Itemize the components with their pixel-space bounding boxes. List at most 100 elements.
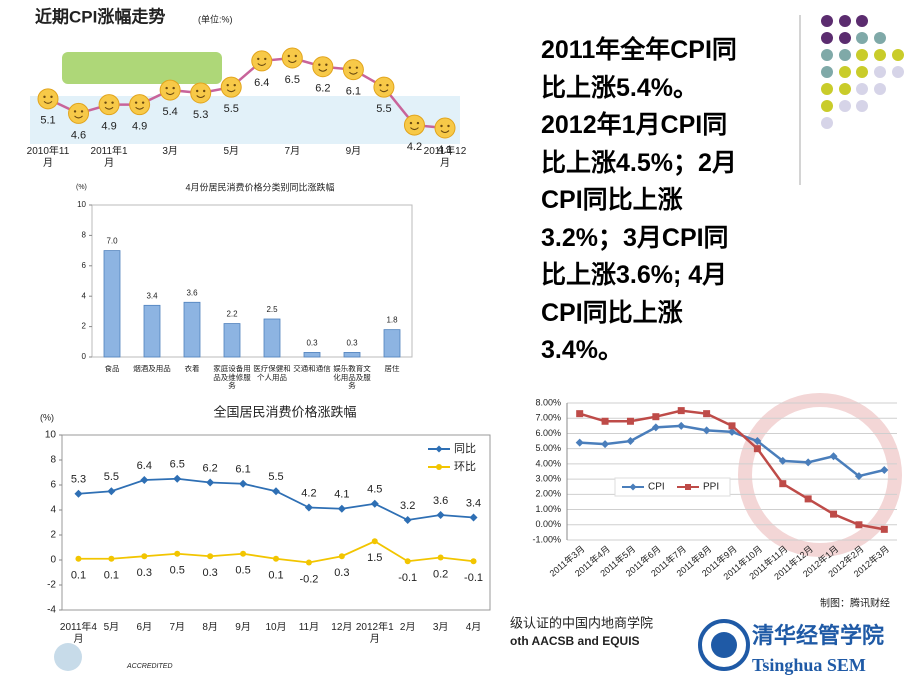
x-tick-label: 2011年12月 [423, 146, 467, 169]
x-tick-label: 9月 [235, 622, 251, 633]
smiley-marker [251, 50, 273, 72]
smiley-eye [348, 66, 352, 69]
point-marker [469, 513, 478, 522]
value-label: -0.2 [299, 573, 318, 585]
x-tick-label-box: 烟酒及用品 [133, 365, 171, 373]
value-label: 0.3 [203, 567, 218, 579]
value-label: 6.5 [285, 74, 300, 86]
smiley-eye [416, 121, 420, 125]
y-tick-label: -1.00% [532, 534, 561, 544]
value-label: 6.1 [235, 464, 250, 476]
x-tick-label-box: 娱乐教育文化用品及服务 [333, 365, 371, 391]
smiley-marker [98, 94, 120, 116]
x-tick-label-box: 10月 [265, 622, 286, 633]
x-tick-label-box: 医疗保健和个人用品 [253, 365, 291, 382]
smiley-eye [409, 121, 413, 125]
legend-label: 环比 [454, 460, 476, 473]
smiley-mouth [257, 63, 267, 66]
summary-text: 2011年全年CPI同 比上涨5.4%。 2012年1月CPI同 比上涨4.5%；2月… [541, 32, 791, 370]
smiley-eye [386, 83, 389, 87]
point-marker [338, 553, 345, 560]
value-label: 3.4 [146, 291, 158, 300]
x-tick-label: 烟酒及用品 [133, 365, 171, 373]
value-label: 0.3 [137, 567, 152, 579]
smiley-eye [111, 101, 114, 104]
y-tick-label: 8 [82, 231, 87, 240]
point-marker [855, 521, 863, 529]
y-tick-label: 10 [45, 430, 57, 441]
x-tick-label-box: 4月 [466, 622, 482, 633]
value-label: 4.1 [437, 144, 452, 156]
legend-marker [629, 483, 637, 491]
smiley-eye [195, 89, 199, 93]
x-tick-label-box: 居住 [384, 365, 400, 373]
smiley-mouth [349, 71, 358, 75]
smiley-mouth [379, 89, 389, 93]
summary-line: 比上涨3.6%; 4月 [541, 261, 728, 289]
smiley-mouth [410, 127, 419, 131]
x-tick-label-box: 2011年12月 [423, 146, 467, 169]
smiley-marker [68, 102, 90, 124]
point-marker [304, 503, 313, 512]
point-marker [370, 499, 379, 508]
smiley-eye [50, 95, 53, 99]
footer-text: 级认证的中国内地商学院 [510, 615, 653, 630]
value-label: 1.8 [386, 316, 398, 325]
y-tick-label: 6 [50, 480, 56, 491]
bar [143, 304, 161, 358]
chart-subtitle: (单位:%) [198, 13, 233, 24]
x-tick-label: 2010年11月 [26, 146, 70, 169]
x-tick-label: 娱乐教育文化用品及服务 [333, 365, 371, 391]
smiley-marker [129, 94, 151, 116]
x-tick-label: 交通和通信 [293, 365, 331, 373]
chart-note: 制图：腾讯财经 [820, 597, 890, 610]
x-tick-label-box: 5月 [223, 146, 239, 157]
point-marker [207, 553, 214, 560]
smiley-eye [233, 83, 236, 87]
chart-title: 近期CPI涨幅走势 [35, 6, 165, 26]
y-tick-label: -2 [47, 580, 56, 591]
point-marker [239, 479, 248, 488]
x-tick-label-box: 2011年4月 [60, 622, 97, 645]
value-label: 3.6 [186, 288, 198, 297]
point-marker [403, 516, 412, 524]
legend-box [614, 477, 731, 497]
smiley-marker [190, 82, 212, 104]
smiley-eye [73, 110, 77, 113]
smiley-eye [447, 124, 450, 128]
summary-line: 2011年全年CPI同 [541, 36, 737, 64]
point-marker [830, 510, 838, 518]
point-marker [404, 558, 411, 565]
legend-label: CPI [648, 482, 665, 493]
y-tick-label: 0 [82, 352, 87, 361]
y-tick-label: 4.00% [535, 458, 561, 468]
point-marker [141, 553, 148, 560]
y-tick-label: 4 [50, 505, 56, 516]
smiley-eye [226, 83, 229, 87]
x-tick-label: 2011年1月 [90, 146, 128, 169]
y-tick-label: 3.00% [535, 473, 561, 483]
value-label: 0.2 [433, 568, 448, 580]
value-label: 3.2 [400, 500, 415, 512]
x-tick-label: 居住 [384, 365, 400, 373]
point-marker [804, 458, 813, 467]
x-tick-label: 6月 [136, 622, 153, 633]
smiley-mouth [135, 106, 144, 110]
value-label: 5.3 [71, 474, 86, 486]
point-marker [305, 559, 312, 566]
x-tick-label: 2月 [399, 622, 416, 633]
y-tick-label: 0.00% [535, 519, 561, 529]
point-marker [880, 465, 889, 474]
smiley-marker [312, 56, 334, 78]
value-label: 5.3 [193, 109, 208, 121]
logo-emblem [711, 632, 737, 658]
y-tick-label: 5.00% [535, 443, 561, 453]
point-marker [804, 495, 812, 503]
point-marker [778, 456, 787, 465]
point-marker [436, 511, 445, 519]
dot-pattern [799, 15, 904, 185]
point-marker [651, 423, 660, 432]
legend-marker [435, 445, 443, 453]
bar [303, 352, 321, 358]
smiley-marker [220, 76, 242, 98]
